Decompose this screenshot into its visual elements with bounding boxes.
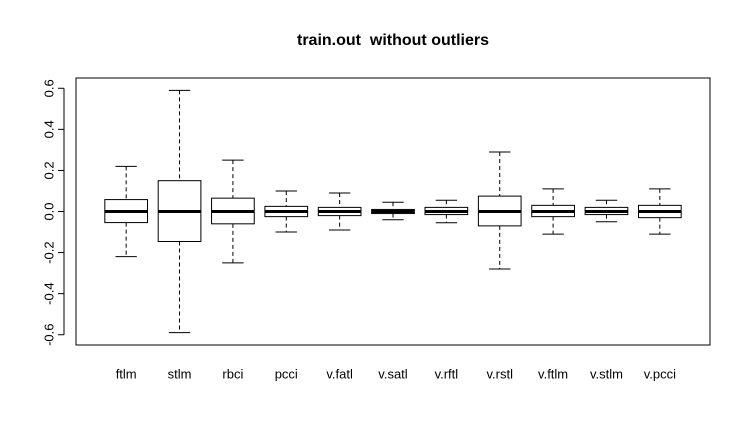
- x-tick-label: v.satl: [378, 366, 407, 381]
- x-tick-label: v.ftlm: [538, 366, 568, 381]
- x-tick-label: v.pcci: [644, 366, 676, 381]
- x-tick-label: v.rstl: [486, 366, 513, 381]
- y-tick-label: 0.0: [41, 202, 56, 220]
- x-tick-label: v.rftl: [435, 366, 459, 381]
- chart-title: train.out without outliers: [297, 32, 489, 49]
- x-tick-label: pcci: [275, 366, 298, 381]
- y-tick-label: -0.6: [41, 324, 56, 346]
- y-tick-label: -0.4: [41, 282, 56, 304]
- x-tick-label: v.stlm: [590, 366, 623, 381]
- x-tick-label: v.fatl: [326, 366, 353, 381]
- plot-frame: [75, 77, 711, 346]
- x-tick-label: rbci: [222, 366, 243, 381]
- y-tick-label: 0.2: [41, 161, 56, 179]
- x-tick-label: ftlm: [116, 366, 137, 381]
- x-tick-label: stlm: [168, 366, 192, 381]
- y-tick-label: 0.6: [41, 79, 56, 97]
- y-tick-label: 0.4: [41, 120, 56, 138]
- y-tick-label: -0.2: [41, 241, 56, 263]
